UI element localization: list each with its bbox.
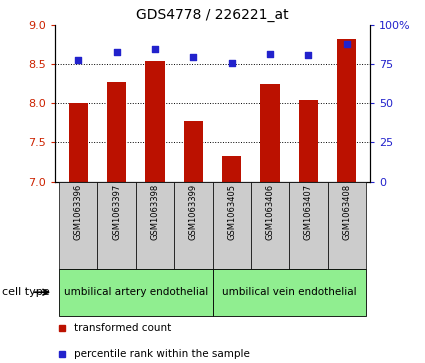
Bar [184,121,203,182]
Bar [107,82,126,182]
Bar [69,103,88,182]
Bar [97,182,136,269]
Text: cell type: cell type [2,287,50,297]
Text: GSM1063399: GSM1063399 [189,184,198,240]
Point [152,46,159,52]
Bar [337,39,356,182]
Bar [59,269,212,316]
Point [190,54,197,60]
Point [228,60,235,66]
Bar [145,61,164,182]
Point [266,50,273,56]
Text: GSM1063396: GSM1063396 [74,184,83,240]
Text: transformed count: transformed count [74,323,171,333]
Text: umbilical vein endothelial: umbilical vein endothelial [222,287,357,297]
Text: GSM1063398: GSM1063398 [150,184,159,240]
Title: GDS4778 / 226221_at: GDS4778 / 226221_at [136,8,289,22]
Bar [251,182,289,269]
Text: GSM1063406: GSM1063406 [266,184,275,240]
Text: GSM1063407: GSM1063407 [304,184,313,240]
Point [343,41,350,47]
Bar [174,182,212,269]
Point [75,57,82,63]
Bar [222,156,241,182]
Bar [261,84,280,182]
Bar [136,182,174,269]
Point [305,52,312,58]
Bar [212,269,366,316]
Bar [289,182,328,269]
Text: GSM1063397: GSM1063397 [112,184,121,240]
Point [113,49,120,55]
Bar [59,182,97,269]
Bar [328,182,366,269]
Text: GSM1063405: GSM1063405 [227,184,236,240]
Text: percentile rank within the sample: percentile rank within the sample [74,348,250,359]
Bar [212,182,251,269]
Text: GSM1063408: GSM1063408 [342,184,351,240]
Text: umbilical artery endothelial: umbilical artery endothelial [64,287,208,297]
Bar [299,99,318,182]
